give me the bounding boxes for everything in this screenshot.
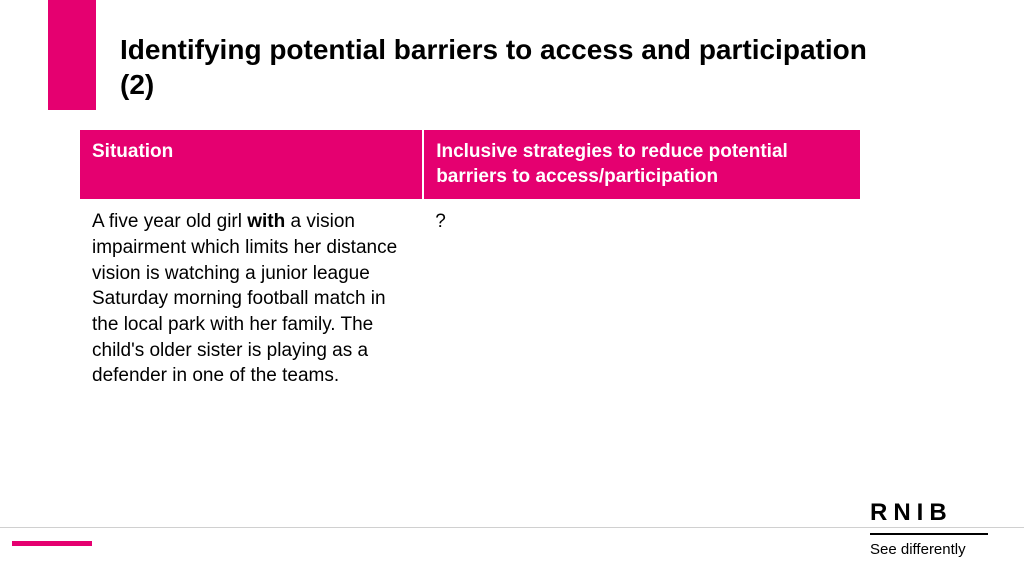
rnib-logo: RNIB See differently: [870, 501, 988, 558]
table-header-row: Situation Inclusive strategies to reduce…: [80, 130, 860, 199]
situation-text-pre: A five year old girl: [92, 211, 247, 232]
cell-situation: A five year old girl with a vision impai…: [80, 199, 423, 402]
footer-accent-tick: [12, 541, 92, 546]
logo-rule: [870, 533, 988, 535]
slide: Identifying potential barriers to access…: [0, 0, 1024, 576]
column-header-strategies: Inclusive strategies to reduce potential…: [423, 130, 860, 199]
table-row: A five year old girl with a vision impai…: [80, 199, 860, 402]
barriers-table: Situation Inclusive strategies to reduce…: [80, 130, 860, 403]
accent-bar: [48, 0, 96, 110]
situation-text-post: a vision impairment which limits her dis…: [92, 211, 397, 386]
logo-text: RNIB: [870, 501, 988, 525]
cell-strategies: ?: [423, 199, 860, 402]
situation-text-bold: with: [247, 211, 285, 232]
page-title: Identifying potential barriers to access…: [120, 32, 880, 102]
logo-tagline: See differently: [870, 541, 988, 558]
column-header-situation: Situation: [80, 130, 423, 199]
